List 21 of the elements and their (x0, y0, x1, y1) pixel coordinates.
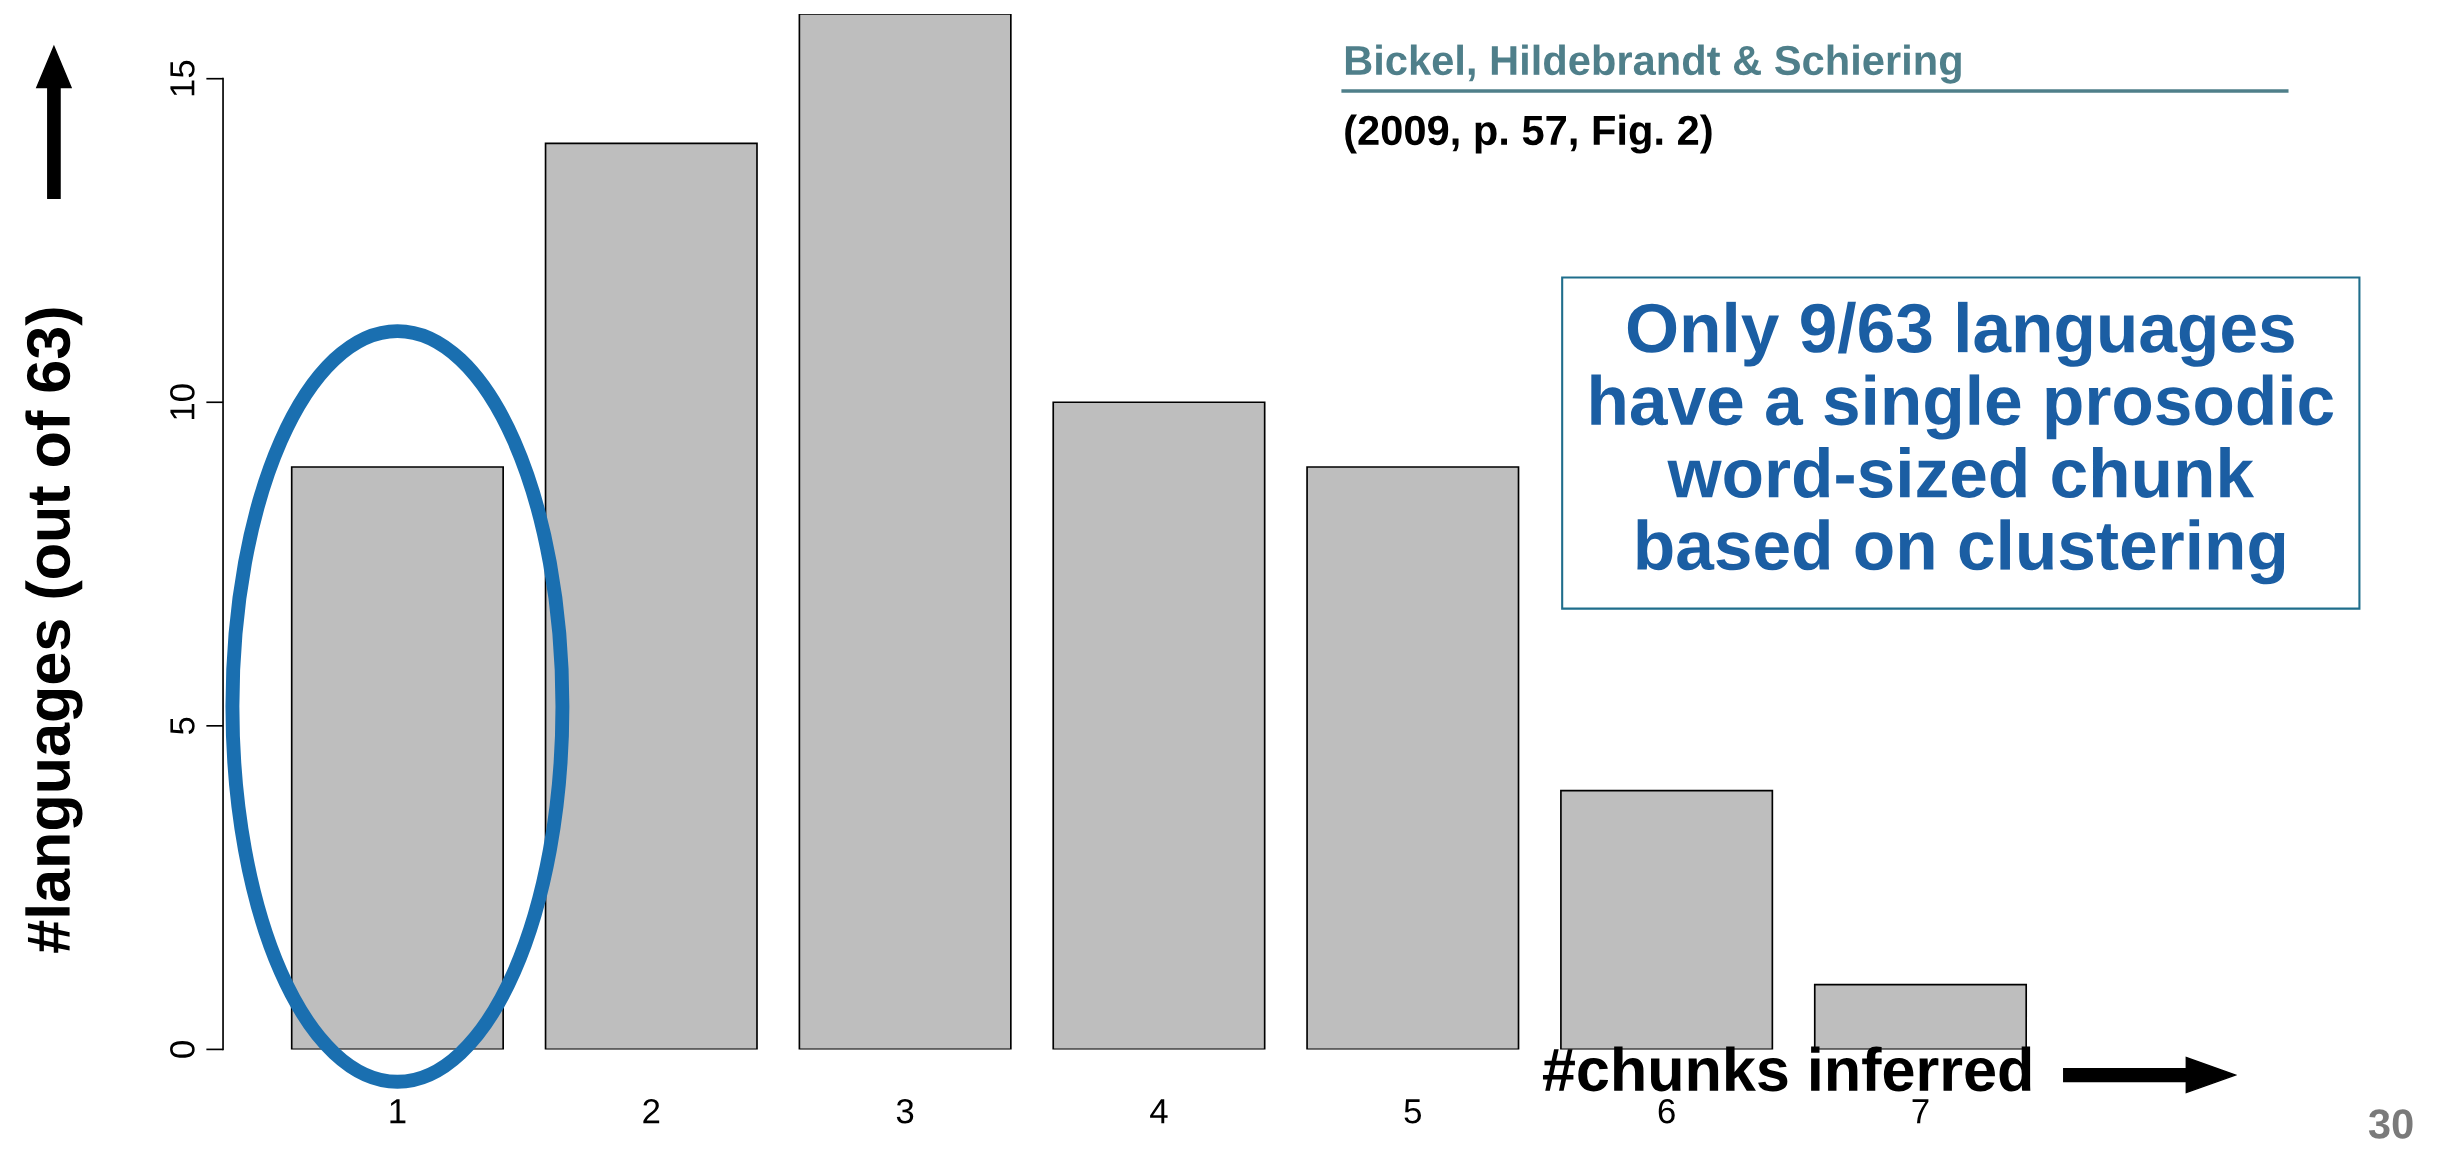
x-tick-label: 4 (1150, 1099, 1168, 1124)
bar (1306, 466, 1520, 1050)
x-tick-label: 2 (643, 1098, 660, 1124)
y-axis-title: #languages (out of 63) (25, 308, 83, 953)
annotation: (2009, p. 57, Fig. 2) (1345, 114, 1712, 154)
bar (798, 13, 1012, 1050)
annotation: Only 9/63 languages have a single prosodic word-sized chunk based on clustering (1591, 301, 2334, 585)
x-tick-label: 6 (1658, 1098, 1675, 1124)
y-tick-label: 0 (170, 1041, 195, 1058)
annotation: Bickel, Hildebrandt & Schiering (1345, 44, 1961, 84)
text: 30 (2368, 1109, 2413, 1139)
x-tick-label: 1 (390, 1099, 406, 1124)
y-tick-label: 10 (170, 384, 195, 419)
y-tick-label: 5 (170, 717, 195, 735)
x-axis-title: #chunks inferred (1542, 1046, 2031, 1092)
x-tick-label: 3 (896, 1098, 914, 1124)
x-tick-label: 7 (1912, 1099, 1929, 1124)
bar (1052, 401, 1266, 1050)
bar (290, 466, 504, 1050)
y-tick-label: 15 (170, 60, 195, 96)
x-tick-label: 5 (1404, 1099, 1421, 1124)
